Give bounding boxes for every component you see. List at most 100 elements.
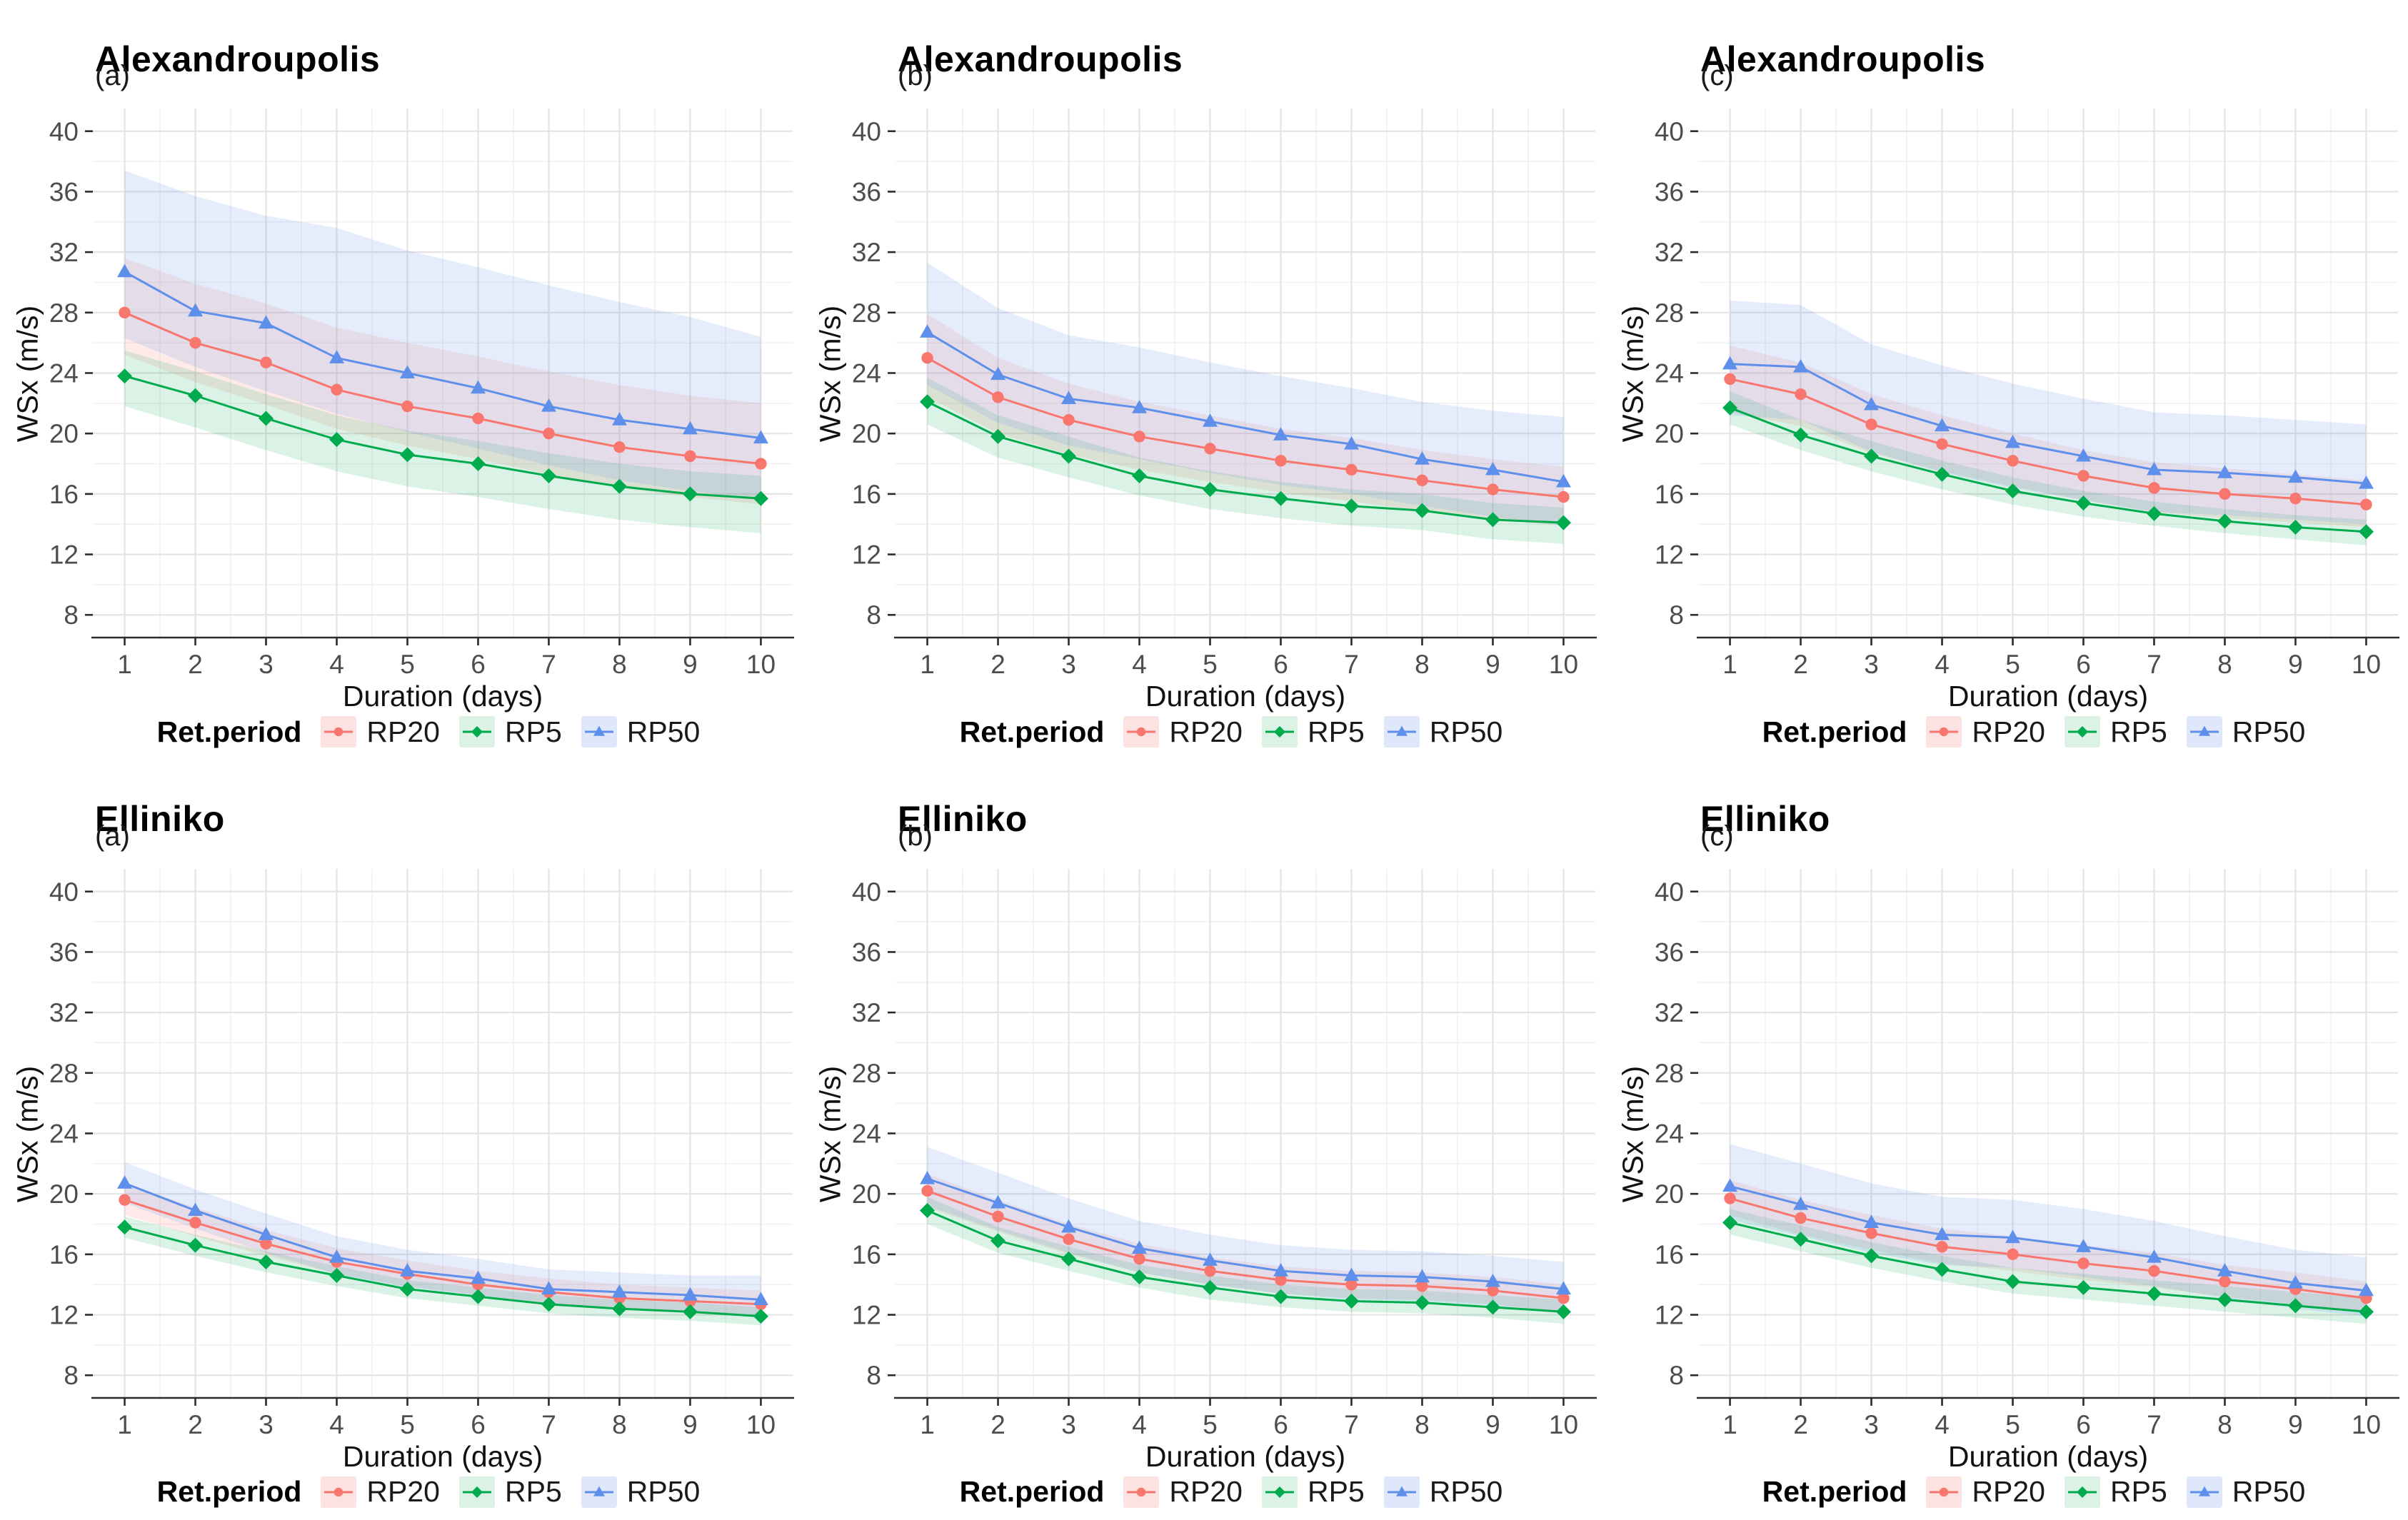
y-tick-label: 28 <box>1655 298 1684 328</box>
point-triangle <box>400 365 416 379</box>
point-triangle <box>1343 1267 1359 1281</box>
x-tick-label: 10 <box>2352 650 2381 679</box>
legend: Ret.period RP20 RP5 RP50 <box>64 1470 793 1514</box>
point-diamond <box>117 1219 133 1234</box>
y-tick-label: 40 <box>852 877 881 906</box>
point-diamond <box>2076 1486 2088 1498</box>
line-rp5 <box>926 401 1564 524</box>
point-circle <box>1275 1274 1287 1286</box>
point-circle <box>1487 483 1499 495</box>
point-triangle <box>2358 1282 2374 1296</box>
point-diamond <box>2005 483 2021 499</box>
point-triangle <box>682 1287 698 1301</box>
point-diamond <box>611 478 627 494</box>
x-tick-label: 1 <box>1722 1410 1737 1439</box>
legend-label: RP5 <box>1307 715 1365 748</box>
point-diamond <box>1793 427 1809 443</box>
legend-item-rp20: RP20 <box>320 1475 440 1509</box>
legend-item-rp50: RP50 <box>1383 715 1503 749</box>
point-diamond <box>1864 448 1880 464</box>
point-diamond <box>329 432 345 448</box>
point-triangle <box>753 430 768 444</box>
y-tick-label: 32 <box>49 238 79 267</box>
point-triangle <box>259 1226 274 1240</box>
panel-subtitle: (a) <box>95 820 130 852</box>
point-triangle <box>920 324 935 338</box>
point-triangle <box>329 1249 345 1263</box>
x-tick-label: 3 <box>259 1410 274 1439</box>
x-tick-label: 7 <box>541 650 556 679</box>
legend-item-rp5: RP5 <box>458 715 562 749</box>
point-triangle <box>329 350 345 363</box>
x-tick-label: 2 <box>1793 650 1808 679</box>
y-tick-label: 20 <box>1655 419 1684 448</box>
point-diamond <box>990 428 1006 444</box>
line-rp50 <box>927 1177 1564 1290</box>
point-triangle <box>1935 1226 1950 1240</box>
x-tick-label: 7 <box>2147 1410 2162 1439</box>
x-tick-label: 2 <box>990 650 1005 679</box>
x-tick-label: 1 <box>920 650 935 679</box>
point-triangle <box>1273 1262 1288 1277</box>
point-triangle <box>470 380 486 394</box>
y-tick-label: 8 <box>1669 600 1684 630</box>
point-diamond <box>1273 726 1285 738</box>
point-triangle <box>2005 1229 2021 1243</box>
point-diamond <box>2358 1304 2374 1319</box>
y-tick-label: 40 <box>1655 117 1684 146</box>
legend-key-rp20 <box>321 1476 357 1508</box>
point-circle <box>684 450 696 463</box>
x-tick-label: 5 <box>1203 1410 1218 1439</box>
x-tick-label: 8 <box>2217 650 2232 679</box>
panel-subtitle: (a) <box>95 60 130 91</box>
point-triangle <box>682 421 698 435</box>
point-triangle <box>117 263 133 278</box>
panel-title: Alexandroupolis <box>898 39 1183 79</box>
legend-item-rp20: RP20 <box>1123 1475 1243 1509</box>
x-tick-label: 1 <box>920 1410 935 1439</box>
point-circle <box>119 1193 131 1206</box>
point-triangle <box>2146 461 2162 475</box>
line-rp50 <box>124 1182 761 1301</box>
legend: Ret.period RP20 RP5 RP50 <box>867 710 1595 754</box>
point-diamond <box>1722 400 1738 416</box>
x-axis-label: Duration (days) <box>342 680 543 713</box>
x-tick-label: 2 <box>188 650 203 679</box>
ribbon-rp50 <box>927 1147 1564 1313</box>
legend-item-rp50: RP50 <box>2186 1475 2305 1509</box>
point-diamond <box>188 388 204 403</box>
y-tick-label: 8 <box>866 1361 881 1390</box>
point-circle <box>921 352 933 364</box>
panel-subtitle: (b) <box>898 820 933 852</box>
point-triangle <box>2005 434 2021 448</box>
point-diamond <box>1414 1294 1430 1310</box>
y-tick-label: 32 <box>49 998 79 1027</box>
point-triangle <box>990 1194 1006 1208</box>
ribbon-rp5 <box>927 377 1564 544</box>
point-triangle <box>1395 1486 1408 1496</box>
point-circle <box>1063 413 1075 426</box>
legend-key-rp5 <box>1261 1476 1298 1508</box>
y-tick-label: 16 <box>1655 1239 1684 1269</box>
line-rp5 <box>124 375 761 500</box>
x-tick-label: 7 <box>1344 650 1359 679</box>
legend: Ret.period RP20 RP5 RP50 <box>867 1470 1595 1514</box>
point-circle <box>2289 493 2302 505</box>
line-rp50 <box>1730 363 2367 485</box>
x-tick-label: 4 <box>1132 650 1147 679</box>
y-tick-label: 12 <box>1655 540 1684 570</box>
x-tick-label: 5 <box>400 650 415 679</box>
panel-elliniko-c: Elliniko (c) WSx (m/s) 1 2 3 4 5 6 7 8 9 10 8 12 16 2… <box>1605 760 2408 1520</box>
legend-key-rp5 <box>458 1476 495 1508</box>
x-tick-label: 3 <box>1864 1410 1879 1439</box>
point-triangle <box>1203 413 1218 427</box>
y-tick-label: 12 <box>1655 1300 1684 1329</box>
point-diamond <box>400 1281 416 1297</box>
point-diamond <box>2287 1297 2303 1313</box>
x-tick-label: 7 <box>1344 1410 1359 1439</box>
y-tick-label: 16 <box>1655 480 1684 509</box>
x-tick-label: 8 <box>2217 1410 2232 1439</box>
